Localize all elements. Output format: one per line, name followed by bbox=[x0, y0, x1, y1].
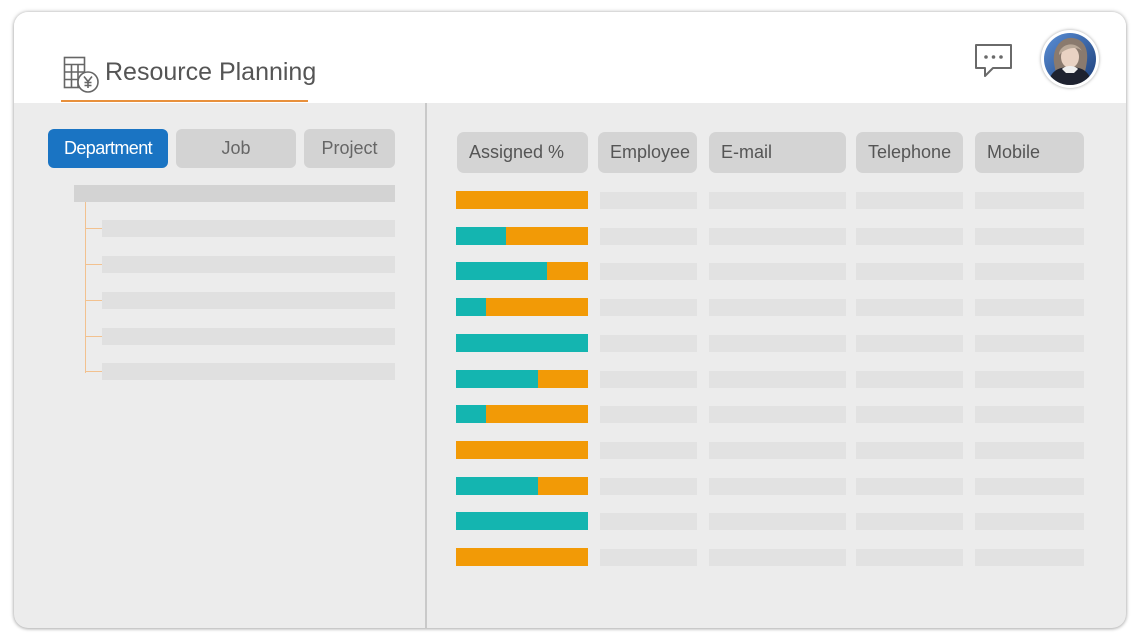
mobile-cell bbox=[975, 370, 1084, 388]
title-underline bbox=[61, 100, 308, 102]
employee-cell bbox=[600, 370, 697, 388]
user-photo bbox=[1044, 33, 1096, 85]
user-avatar[interactable] bbox=[1041, 30, 1099, 88]
assigned-percent-fill bbox=[456, 333, 588, 352]
column-header-mobile[interactable]: Mobile bbox=[975, 132, 1084, 173]
assigned-percent-fill bbox=[456, 512, 588, 531]
email-cell bbox=[709, 406, 846, 424]
tree-root-item[interactable] bbox=[74, 185, 395, 202]
email-cell bbox=[709, 549, 846, 566]
tree-branch-line bbox=[85, 371, 102, 372]
employee-cell bbox=[600, 263, 697, 281]
employee-cell bbox=[600, 334, 697, 352]
resource-planning-window: Resource Planning bbox=[14, 12, 1126, 628]
assigned-percent-fill bbox=[456, 369, 538, 388]
assigned-percent-fill bbox=[456, 405, 487, 424]
tree-child-item[interactable] bbox=[102, 328, 395, 345]
mobile-cell bbox=[975, 477, 1084, 495]
tab-job[interactable]: Job bbox=[176, 129, 296, 168]
email-cell bbox=[709, 299, 846, 317]
spreadsheet-yen-icon bbox=[63, 56, 101, 94]
assigned-percent-bar bbox=[456, 440, 588, 459]
column-header-assigned[interactable]: Assigned % bbox=[457, 132, 588, 173]
tab-department[interactable]: Department bbox=[48, 129, 168, 168]
employee-cell bbox=[600, 299, 697, 317]
telephone-cell bbox=[856, 549, 963, 566]
tree-child-item[interactable] bbox=[102, 292, 395, 309]
column-header-employee[interactable]: Employee bbox=[598, 132, 697, 173]
assigned-percent-bar bbox=[456, 262, 588, 281]
tree-child-item[interactable] bbox=[102, 220, 395, 237]
telephone-cell bbox=[856, 513, 963, 531]
telephone-cell bbox=[856, 192, 963, 209]
email-cell bbox=[709, 192, 846, 209]
telephone-cell bbox=[856, 406, 963, 424]
employee-cell bbox=[600, 549, 697, 566]
assigned-percent-bar bbox=[456, 476, 588, 495]
mobile-cell bbox=[975, 334, 1084, 352]
tree-branch-line bbox=[85, 300, 102, 301]
telephone-cell bbox=[856, 370, 963, 388]
tree-child-item[interactable] bbox=[102, 363, 395, 380]
tree-branch-line bbox=[85, 228, 102, 229]
page-title: Resource Planning bbox=[105, 58, 317, 86]
assigned-percent-fill bbox=[456, 476, 538, 495]
assigned-percent-bar bbox=[456, 369, 588, 388]
assigned-percent-bar bbox=[456, 405, 588, 424]
column-header-telephone[interactable]: Telephone bbox=[856, 132, 963, 173]
assigned-percent-bar bbox=[456, 333, 588, 352]
panel-divider bbox=[425, 103, 427, 628]
assigned-percent-bar bbox=[456, 548, 588, 566]
mobile-cell bbox=[975, 513, 1084, 531]
email-cell bbox=[709, 370, 846, 388]
employee-cell bbox=[600, 441, 697, 459]
employee-cell bbox=[600, 477, 697, 495]
email-cell bbox=[709, 227, 846, 245]
assigned-percent-bar bbox=[456, 298, 588, 317]
mobile-cell bbox=[975, 549, 1084, 566]
mobile-cell bbox=[975, 192, 1084, 209]
assigned-percent-bar bbox=[456, 191, 588, 209]
email-cell bbox=[709, 513, 846, 531]
assigned-percent-bar bbox=[456, 512, 588, 531]
mobile-cell bbox=[975, 441, 1084, 459]
chat-bubble-icon[interactable] bbox=[973, 42, 1015, 80]
employee-cell bbox=[600, 406, 697, 424]
employee-cell bbox=[600, 192, 697, 209]
assigned-percent-fill bbox=[456, 226, 507, 245]
email-cell bbox=[709, 263, 846, 281]
email-cell bbox=[709, 441, 846, 459]
column-header-email[interactable]: E-mail bbox=[709, 132, 846, 173]
assigned-percent-fill bbox=[456, 262, 548, 281]
employee-cell bbox=[600, 227, 697, 245]
telephone-cell bbox=[856, 477, 963, 495]
telephone-cell bbox=[856, 299, 963, 317]
mobile-cell bbox=[975, 299, 1084, 317]
employee-cell bbox=[600, 513, 697, 531]
mobile-cell bbox=[975, 406, 1084, 424]
telephone-cell bbox=[856, 227, 963, 245]
mobile-cell bbox=[975, 263, 1084, 281]
tree-branch-line bbox=[85, 264, 102, 265]
telephone-cell bbox=[856, 263, 963, 281]
telephone-cell bbox=[856, 334, 963, 352]
assigned-percent-bar bbox=[456, 226, 588, 245]
tree-branch-line bbox=[85, 336, 102, 337]
email-cell bbox=[709, 334, 846, 352]
tab-project[interactable]: Project bbox=[304, 129, 395, 168]
tree-child-item[interactable] bbox=[102, 256, 395, 273]
header-bar: Resource Planning bbox=[14, 12, 1126, 103]
email-cell bbox=[709, 477, 846, 495]
assigned-percent-fill bbox=[456, 298, 487, 317]
mobile-cell bbox=[975, 227, 1084, 245]
tree-connector bbox=[85, 202, 86, 373]
telephone-cell bbox=[856, 441, 963, 459]
